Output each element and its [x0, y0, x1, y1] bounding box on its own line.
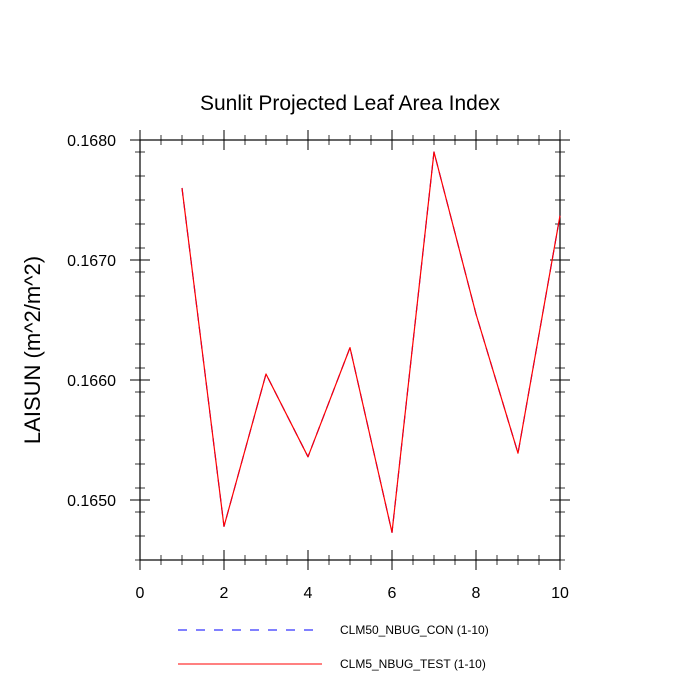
- major-ticks: [130, 130, 570, 570]
- x-tick-label: 8: [472, 585, 481, 602]
- legend: CLM50_NBUG_CON (1-10) CLM5_NBUG_TEST (1-1…: [178, 623, 489, 671]
- series-line-2: [181, 151, 561, 534]
- series-line-1: [181, 151, 561, 534]
- y-tick-label: 0.1670: [67, 253, 116, 270]
- y-tick-label: 0.1660: [67, 373, 116, 390]
- y-tick-labels: 0.1650 0.1660 0.1670 0.1680: [67, 133, 116, 510]
- y-axis-title: LAISUN (m^2/m^2): [20, 256, 45, 444]
- y-tick-label: 0.1650: [67, 493, 116, 510]
- x-tick-label: 2: [220, 585, 229, 602]
- y-tick-label: 0.1680: [67, 133, 116, 150]
- x-tick-labels: 0 2 4 6 8 10: [136, 585, 569, 602]
- x-tick-label: 10: [551, 585, 569, 602]
- series-lines: [181, 151, 561, 534]
- x-tick-label: 6: [388, 585, 397, 602]
- legend-label-1: CLM50_NBUG_CON (1-10): [340, 623, 489, 637]
- x-tick-label: 0: [136, 585, 145, 602]
- minor-ticks: [135, 135, 565, 565]
- chart-title: Sunlit Projected Leaf Area Index: [200, 92, 501, 115]
- x-tick-label: 4: [304, 585, 313, 602]
- legend-label-2: CLM5_NBUG_TEST (1-10): [340, 657, 486, 671]
